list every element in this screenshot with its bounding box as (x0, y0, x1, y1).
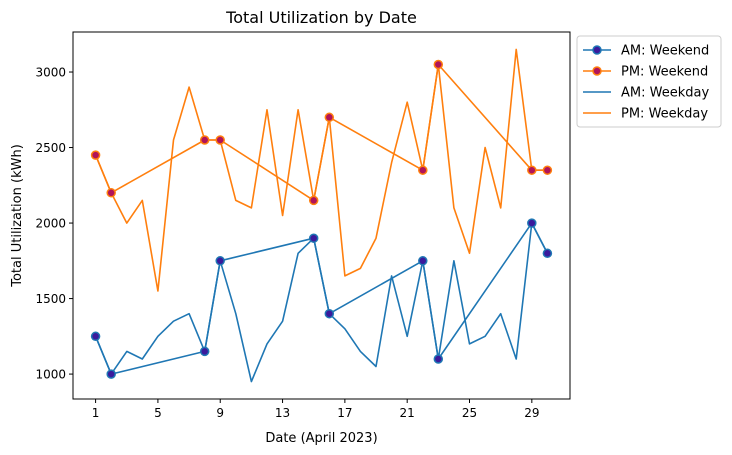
data-point-2-5 (324, 308, 335, 319)
legend-marker-0 (592, 45, 602, 55)
legend-box (576, 35, 722, 128)
x-tick-label-6: 25 (462, 406, 477, 420)
series-line-2 (94, 222, 549, 375)
data-point-3-2 (199, 135, 210, 145)
data-point-2-4 (308, 233, 319, 243)
data-point-2-2 (199, 346, 210, 357)
y-tick-label-2: 2000 (35, 217, 66, 231)
data-point-3-8 (527, 165, 537, 175)
data-point-2-6 (418, 256, 428, 266)
data-point-2-9 (542, 248, 553, 259)
data-point-3-3 (215, 135, 225, 145)
series-layer (90, 48, 553, 383)
x-tick-label-0: 1 (92, 406, 100, 420)
legend-label-2: AM: Weekday (621, 86, 709, 101)
data-point-2-0 (90, 331, 101, 342)
data-point-2-7 (433, 354, 444, 364)
y-tick-label-0: 1000 (35, 368, 66, 382)
series-line-0 (94, 222, 549, 383)
x-tick-label-5: 21 (400, 406, 415, 420)
legend-label-3: PM: Weekday (621, 107, 708, 122)
data-point-3-0 (90, 150, 101, 160)
y-tick-label-4: 3000 (35, 66, 66, 80)
legend: AM: Weekend PM: Weekend AM: Weekday PM: Wee… (576, 35, 722, 128)
series-line-1 (94, 48, 548, 292)
data-point-2-3 (215, 256, 225, 266)
x-tick-label-1: 5 (154, 406, 162, 420)
data-point-3-1 (106, 188, 116, 198)
plot-area (72, 31, 571, 400)
x-tick-label-7: 29 (524, 406, 539, 420)
data-point-3-6 (418, 165, 428, 175)
y-tick-label-3: 2500 (35, 141, 66, 155)
data-point-2-1 (106, 369, 116, 379)
y-axis-label: Total Utilization (kWh) (10, 144, 25, 288)
x-axis: 1 5 9 13 17 21 25 29 (92, 399, 539, 420)
data-point-3-5 (324, 112, 335, 123)
legend-label-1: PM: Weekend (621, 65, 708, 80)
x-tick-label-3: 13 (275, 406, 290, 420)
series-line-3 (94, 63, 548, 202)
x-tick-label-2: 9 (216, 406, 224, 420)
data-point-3-4 (308, 195, 319, 206)
y-axis: 1000 1500 2000 2500 3000 (35, 66, 73, 382)
legend-marker-1 (592, 66, 602, 76)
y-tick-label-1: 1500 (35, 292, 66, 306)
x-axis-label: Date (April 2023) (265, 431, 377, 446)
x-tick-label-4: 17 (337, 406, 352, 420)
data-point-2-8 (527, 218, 537, 228)
legend-label-0: AM: Weekend (621, 44, 709, 59)
data-point-3-9 (542, 165, 553, 175)
data-point-3-7 (433, 59, 444, 70)
chart-title: Total Utilization by Date (225, 8, 417, 27)
